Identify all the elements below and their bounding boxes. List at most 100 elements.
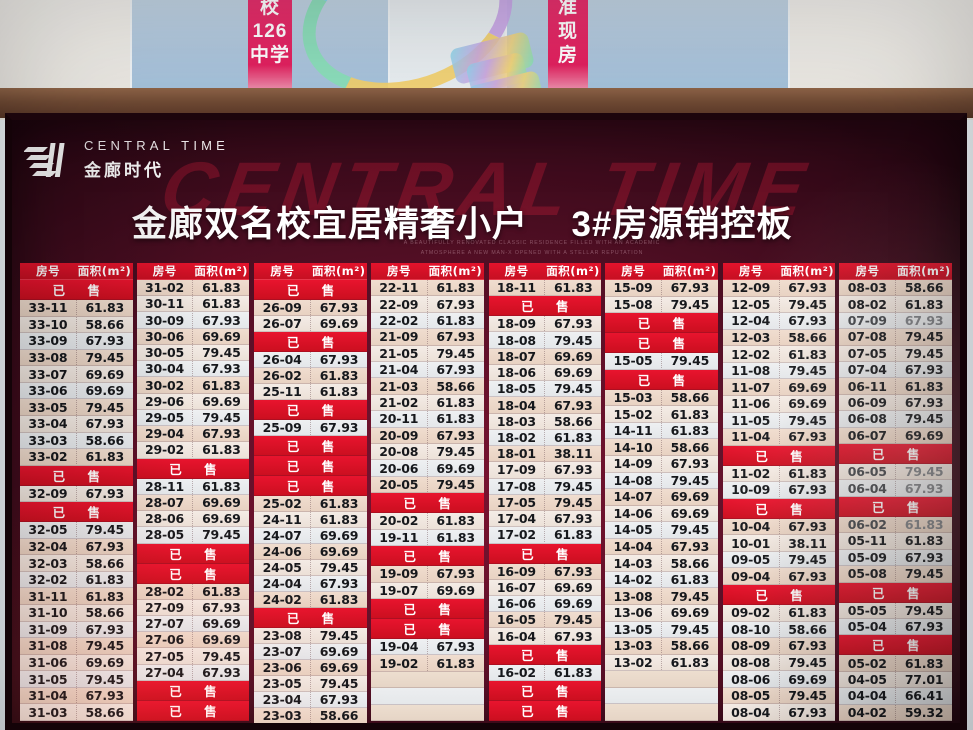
table-row[interactable]: 14-04 67.93 <box>605 538 718 556</box>
table-row[interactable]: 27-09 67.93 <box>136 599 250 616</box>
table-row[interactable]: 30-11 61.83 <box>136 296 250 313</box>
table-row[interactable]: 19-07 69.69 <box>370 582 484 599</box>
table-row[interactable]: 08-03 58.66 <box>839 280 952 297</box>
table-row[interactable]: 07-08 79.45 <box>839 329 952 346</box>
table-row[interactable]: 24-04 67.93 <box>254 576 367 592</box>
table-row[interactable]: 08-08 79.45 <box>722 654 836 672</box>
table-row[interactable]: 15-02 61.83 <box>605 406 718 423</box>
table-row[interactable]: 13-08 79.45 <box>605 588 718 605</box>
table-row[interactable]: 05-04 67.93 <box>839 618 952 636</box>
table-row[interactable]: 22-09 67.93 <box>370 296 484 313</box>
table-row[interactable]: 32-09 67.93 <box>20 485 133 503</box>
table-row[interactable]: 11-04 67.93 <box>722 429 836 446</box>
table-row[interactable]: 26-04 67.93 <box>254 352 367 368</box>
table-row[interactable]: 09-05 79.45 <box>722 551 836 569</box>
table-row[interactable]: 31-06 69.69 <box>20 654 133 672</box>
table-row[interactable]: 24-07 69.69 <box>254 528 367 544</box>
table-row[interactable]: 04-04 66.41 <box>839 688 952 705</box>
table-row[interactable]: 20-08 79.45 <box>370 444 484 461</box>
table-row[interactable]: 18-11 61.83 <box>488 280 602 297</box>
table-row[interactable]: 14-11 61.83 <box>605 422 718 440</box>
table-row[interactable]: 20-09 67.93 <box>370 427 484 445</box>
table-row[interactable]: 31-04 67.93 <box>20 687 133 705</box>
table-row[interactable]: 29-02 61.83 <box>136 442 250 459</box>
table-row[interactable]: 16-04 67.93 <box>488 628 602 645</box>
table-row[interactable]: 07-05 79.45 <box>839 345 952 363</box>
table-row[interactable]: 18-06 69.69 <box>488 364 602 382</box>
table-row[interactable]: 23-03 58.66 <box>254 708 367 723</box>
table-row[interactable]: 25-11 61.83 <box>254 384 367 400</box>
table-row[interactable]: 23-04 67.93 <box>254 692 367 708</box>
table-row[interactable]: 07-09 67.93 <box>839 312 952 330</box>
table-row[interactable]: 13-06 69.69 <box>605 605 718 622</box>
table-row[interactable]: 14-02 61.83 <box>605 571 718 589</box>
table-row[interactable]: 33-06 69.69 <box>20 382 133 400</box>
table-row[interactable]: 20-05 79.45 <box>370 476 484 494</box>
table-row[interactable]: 31-02 61.83 <box>136 280 250 297</box>
table-row[interactable]: 32-05 79.45 <box>20 522 133 539</box>
table-row[interactable]: 31-09 67.93 <box>20 621 133 639</box>
table-row[interactable]: 30-09 67.93 <box>136 312 250 329</box>
table-row[interactable]: 31-05 79.45 <box>20 671 133 688</box>
table-row[interactable]: 19-11 61.83 <box>370 529 484 547</box>
table-row[interactable]: 25-09 67.93 <box>254 420 367 436</box>
table-row[interactable]: 14-08 79.45 <box>605 472 718 490</box>
table-row[interactable]: 16-09 67.93 <box>488 563 602 580</box>
table-row[interactable]: 21-05 79.45 <box>370 345 484 363</box>
table-row[interactable]: 20-11 61.83 <box>370 411 484 428</box>
table-row[interactable]: 18-08 79.45 <box>488 332 602 349</box>
table-row[interactable]: 30-05 79.45 <box>136 344 250 362</box>
table-row[interactable]: 08-06 69.69 <box>722 671 836 688</box>
table-row[interactable]: 24-11 61.83 <box>254 512 367 528</box>
table-row[interactable]: 04-05 77.01 <box>839 671 952 689</box>
table-row[interactable]: 12-05 79.45 <box>722 296 836 314</box>
table-row[interactable]: 18-02 61.83 <box>488 429 602 447</box>
table-row[interactable]: 20-06 69.69 <box>370 460 484 477</box>
table-row[interactable]: 24-06 69.69 <box>254 544 367 560</box>
table-row[interactable]: 14-03 58.66 <box>605 555 718 572</box>
table-row[interactable]: 05-08 79.45 <box>839 566 952 583</box>
table-row[interactable]: 30-04 67.93 <box>136 361 250 378</box>
table-row[interactable]: 08-05 79.45 <box>722 687 836 705</box>
table-row[interactable]: 17-05 79.45 <box>488 494 602 512</box>
table-row[interactable]: 12-03 58.66 <box>722 329 836 347</box>
table-row[interactable]: 05-05 79.45 <box>839 602 952 619</box>
table-row[interactable]: 13-05 79.45 <box>605 621 718 639</box>
table-row[interactable]: 21-04 67.93 <box>370 362 484 379</box>
table-row[interactable]: 18-01 38.11 <box>488 446 602 463</box>
table-row[interactable]: 28-06 69.69 <box>136 511 250 528</box>
table-row[interactable]: 20-02 61.83 <box>370 513 484 530</box>
table-row[interactable]: 16-02 61.83 <box>488 664 602 681</box>
table-row[interactable]: 33-02 61.83 <box>20 449 133 466</box>
table-row[interactable]: 33-04 67.93 <box>20 415 133 433</box>
table-row[interactable]: 11-02 61.83 <box>722 465 836 483</box>
table-row[interactable]: 31-08 79.45 <box>20 638 133 655</box>
table-row[interactable]: 24-02 61.83 <box>254 592 367 608</box>
table-row[interactable]: 04-02 59.32 <box>839 704 952 721</box>
table-row[interactable]: 06-02 61.83 <box>839 516 952 534</box>
table-row[interactable]: 31-10 58.66 <box>20 605 133 622</box>
table-row[interactable]: 23-05 79.45 <box>254 676 367 692</box>
table-row[interactable]: 33-10 58.66 <box>20 316 133 334</box>
table-row[interactable]: 09-04 67.93 <box>722 568 836 585</box>
table-row[interactable]: 32-02 61.83 <box>20 571 133 589</box>
table-row[interactable]: 11-06 69.69 <box>722 395 836 413</box>
table-row[interactable]: 21-09 67.93 <box>370 329 484 346</box>
table-row[interactable]: 26-09 67.93 <box>254 300 367 316</box>
table-row[interactable]: 14-05 79.45 <box>605 522 718 539</box>
table-row[interactable]: 32-04 67.93 <box>20 538 133 556</box>
table-row[interactable]: 18-03 58.66 <box>488 413 602 430</box>
table-row[interactable]: 33-08 79.45 <box>20 349 133 367</box>
table-row[interactable]: 15-08 79.45 <box>605 296 718 314</box>
table-row[interactable]: 30-02 61.83 <box>136 377 250 394</box>
table-row[interactable]: 27-05 79.45 <box>136 648 250 665</box>
table-row[interactable]: 33-05 79.45 <box>20 399 133 416</box>
table-row[interactable]: 17-09 67.93 <box>488 462 602 479</box>
table-row[interactable]: 28-05 79.45 <box>136 527 250 544</box>
table-row[interactable]: 06-04 67.93 <box>839 480 952 497</box>
table-row[interactable]: 17-02 61.83 <box>488 527 602 544</box>
table-row[interactable]: 12-04 67.93 <box>722 313 836 330</box>
table-row[interactable]: 11-05 79.45 <box>722 412 836 430</box>
table-row[interactable]: 15-03 58.66 <box>605 389 718 407</box>
table-row[interactable]: 16-07 69.69 <box>488 579 602 596</box>
